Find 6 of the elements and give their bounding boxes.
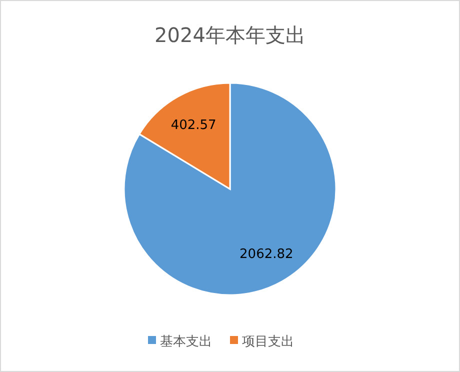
data-label: 402.57 [170, 118, 216, 133]
legend-label: 基本支出 [160, 334, 212, 350]
chart-title: 2024年本年支出 [154, 23, 306, 47]
data-label: 2062.82 [240, 247, 294, 262]
legend-label: 项目支出 [242, 334, 294, 350]
pie-slice [123, 82, 337, 296]
